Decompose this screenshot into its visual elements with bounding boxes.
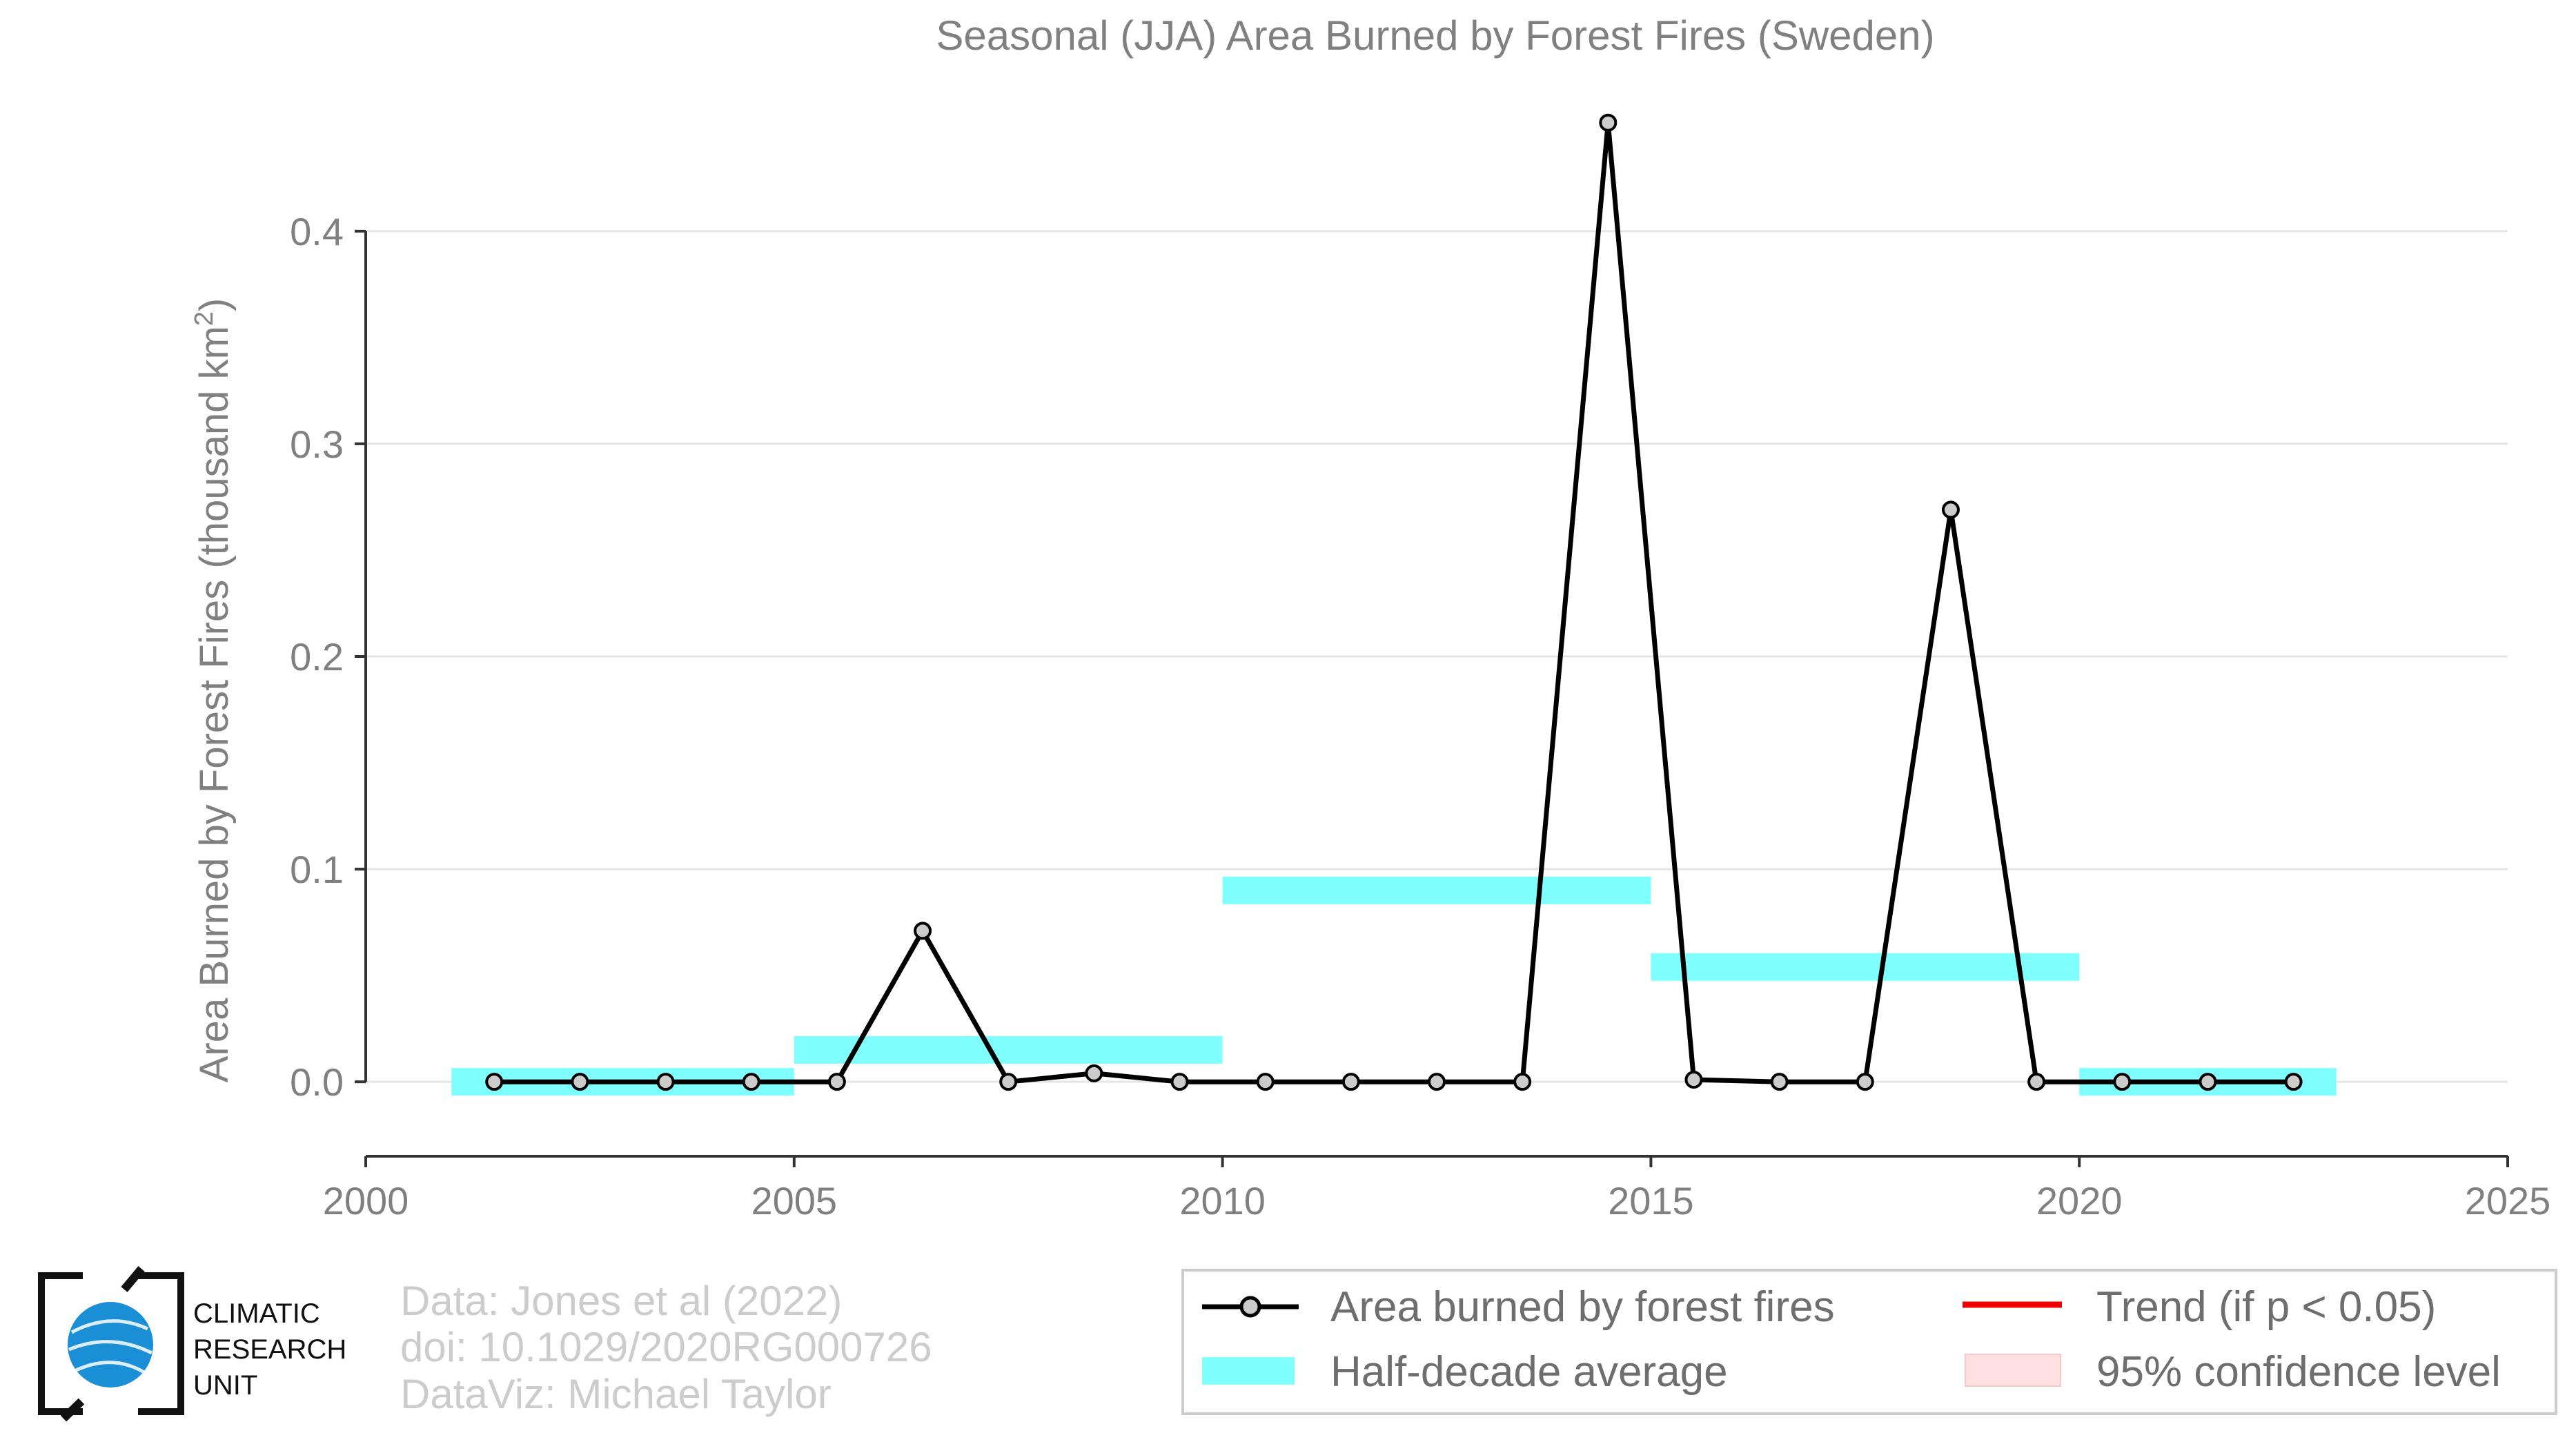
y-axis-label: Area Burned by Forest Fires (thousand km… xyxy=(190,298,237,1083)
data-point-14 xyxy=(1684,1071,1703,1089)
y-tick-label-0: 0.0 xyxy=(290,1060,344,1104)
data-point-19 xyxy=(2113,1073,2132,1091)
y-tick-label-3: 0.3 xyxy=(290,422,344,466)
credit-dataviz: DataViz: Michael Taylor xyxy=(400,1371,832,1417)
credit-doi: doi: 10.1029/2020RG000726 xyxy=(400,1324,932,1370)
data-point-8 xyxy=(1170,1073,1189,1091)
data-point-7 xyxy=(1085,1064,1103,1082)
logo-line-3: UNIT xyxy=(193,1370,257,1401)
data-point-5 xyxy=(914,922,932,940)
data-point-20 xyxy=(2199,1073,2217,1091)
data-point-2 xyxy=(656,1073,675,1091)
logo-line-2: RESEARCH xyxy=(193,1334,346,1365)
data-point-21 xyxy=(2284,1073,2303,1091)
axes xyxy=(355,229,2509,1167)
chart-title: Seasonal (JJA) Area Burned by Forest Fir… xyxy=(936,12,1934,59)
x-tick-label-3: 2015 xyxy=(1608,1179,1694,1223)
data-point-6 xyxy=(999,1073,1018,1091)
data-point-9 xyxy=(1256,1073,1275,1091)
data-point-15 xyxy=(1770,1073,1789,1091)
globe-icon-lines xyxy=(68,1319,153,1376)
legend-label-half-decade: Half-decade average xyxy=(1330,1348,1728,1396)
gridlines xyxy=(366,230,2508,1083)
y-axis-label-main: Area Burned by Forest Fires (thousand km xyxy=(192,326,237,1082)
x-tick-label-1: 2005 xyxy=(751,1179,838,1223)
series-area-burned xyxy=(485,113,2303,1091)
y-tick-label-1: 0.1 xyxy=(290,848,344,891)
x-tick-label-2: 2010 xyxy=(1179,1179,1266,1223)
data-point-12 xyxy=(1513,1073,1532,1091)
series-line xyxy=(494,122,2294,1084)
data-point-13 xyxy=(1599,113,1618,132)
legend-label-confidence: 95% confidence level xyxy=(2096,1348,2501,1396)
legend-swatch-confidence xyxy=(1965,1354,2061,1387)
y-tick-label-4: 0.4 xyxy=(290,210,344,253)
data-point-1 xyxy=(571,1073,589,1091)
logo-line-1: CLIMATIC xyxy=(193,1298,320,1329)
data-point-0 xyxy=(485,1073,504,1091)
x-tick-label-0: 2000 xyxy=(323,1179,409,1223)
data-point-16 xyxy=(1856,1073,1874,1091)
legend-label-trend: Trend (if p < 0.05) xyxy=(2096,1283,2436,1331)
cru-logo: CLIMATIC RESEARCH UNIT xyxy=(38,1266,346,1422)
data-point-11 xyxy=(1428,1073,1446,1091)
logo-frame xyxy=(38,1272,184,1415)
legend-box xyxy=(1181,1269,2557,1415)
data-point-4 xyxy=(827,1073,846,1091)
data-point-10 xyxy=(1341,1073,1360,1091)
legend-swatch-series-marker xyxy=(1239,1296,1261,1318)
half-decade-band-2 xyxy=(1222,876,1651,904)
half-decade-band-3 xyxy=(1651,953,2080,981)
y-axis-label-end: ) xyxy=(192,298,237,311)
y-tick-label-2: 0.2 xyxy=(290,635,344,679)
half-decade-band-1 xyxy=(794,1035,1223,1064)
data-point-18 xyxy=(2027,1073,2046,1091)
x-tick-label-5: 2025 xyxy=(2465,1179,2551,1223)
legend-swatch-half-decade xyxy=(1202,1357,1295,1385)
legend-label-series: Area burned by forest fires xyxy=(1330,1283,1835,1331)
half-decade-bands xyxy=(451,876,2337,1096)
logo-frame-slash xyxy=(60,1266,145,1422)
legend: Area burned by forest fires Half-decade … xyxy=(1181,1269,2557,1415)
data-point-17 xyxy=(1941,500,1960,519)
data-point-3 xyxy=(742,1073,760,1091)
credits: Data: Jones et al (2022) doi: 10.1029/20… xyxy=(400,1278,932,1417)
x-tick-label-4: 2020 xyxy=(2036,1179,2123,1223)
credit-data-source: Data: Jones et al (2022) xyxy=(400,1278,842,1324)
tick-labels: 2000 2005 2010 2015 2020 2025 0.0 0.1 0.2 0.3 0.4 xyxy=(290,210,2550,1223)
y-axis-label-superscript: 2 xyxy=(190,311,219,326)
